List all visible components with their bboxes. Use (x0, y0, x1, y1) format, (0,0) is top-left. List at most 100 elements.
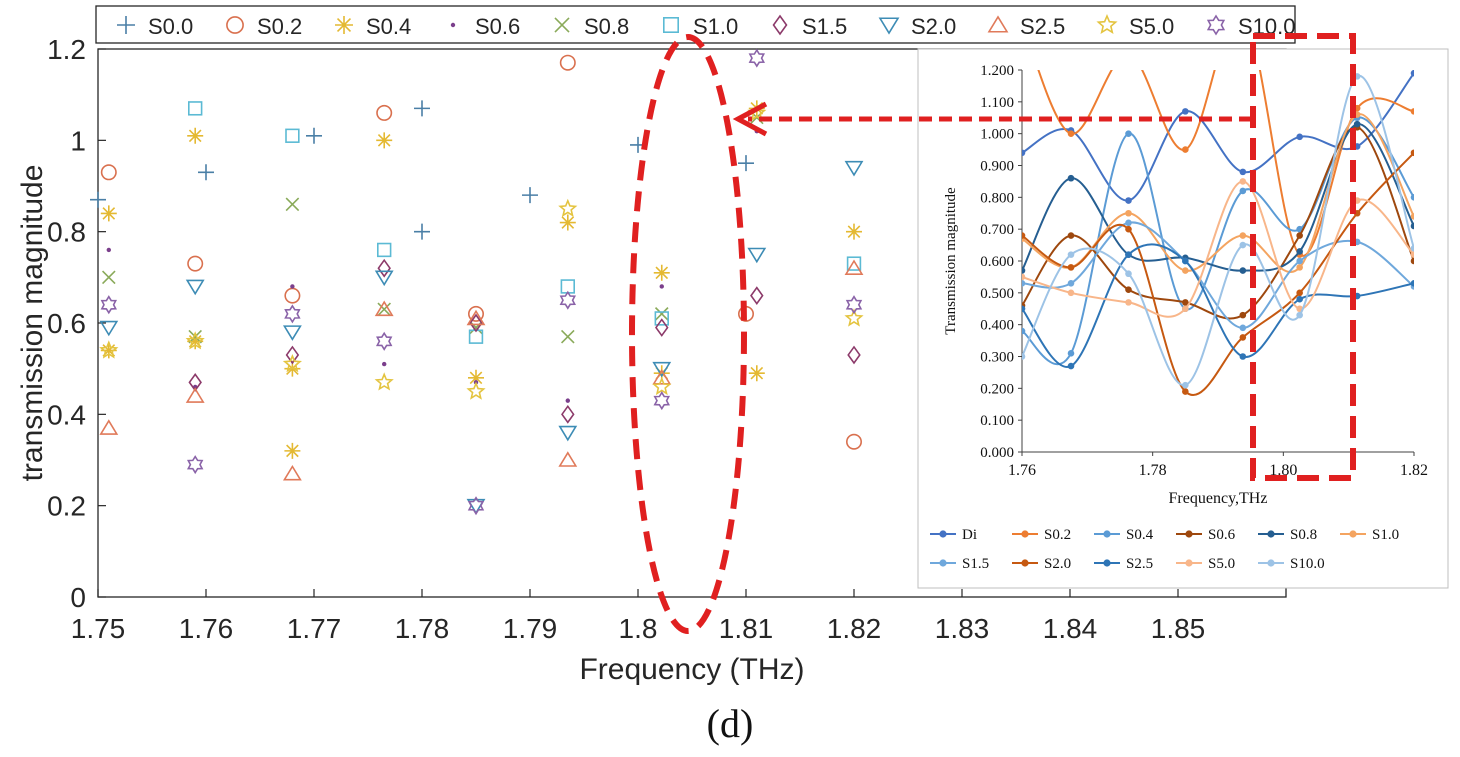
data-point (846, 256, 862, 271)
inset-y-tick-label: 0.500 (980, 286, 1014, 302)
inset-data-point (1182, 381, 1189, 389)
inset-legend-marker (1267, 559, 1275, 567)
data-point (375, 331, 393, 351)
inset-data-point (1022, 305, 1026, 313)
data-point (560, 329, 575, 344)
data-point-shape (653, 391, 671, 411)
data-point (284, 360, 301, 377)
data-point-shape (844, 308, 864, 327)
inset-series-line (1022, 116, 1414, 366)
data-point (290, 284, 295, 289)
inset-data-point (1239, 353, 1247, 360)
inset-data-point (1410, 244, 1414, 252)
x-tick-label: 1.81 (719, 613, 774, 644)
data-point-shape (560, 329, 575, 344)
inset-data-point (1182, 257, 1189, 265)
legend-label: S0.0 (148, 14, 193, 39)
data-point (374, 300, 394, 317)
legend-label: S2.5 (1020, 14, 1065, 39)
legend-marker-shape (117, 16, 135, 34)
x-tick-label: 1.83 (935, 613, 990, 644)
inset-y-tick-label: 0.000 (980, 445, 1014, 461)
data-point (285, 128, 300, 143)
data-point (285, 345, 300, 365)
inset-data-point (1067, 264, 1075, 271)
data-point-shape (748, 48, 766, 68)
y-tick-label: 0.8 (47, 217, 86, 248)
data-point-shape (99, 320, 119, 337)
data-point-shape (285, 128, 300, 143)
inset-y-tick-label: 1.200 (980, 63, 1014, 79)
x-tick-label: 1.78 (395, 613, 450, 644)
data-point (845, 433, 862, 450)
data-point (306, 127, 322, 144)
inset-y-axis-title: Transmission magnitude (943, 187, 959, 335)
x-tick-label: 1.77 (287, 613, 342, 644)
inset-y-tick-label: 0.900 (980, 159, 1014, 175)
arrow-head (732, 101, 768, 137)
inset-data-point (1182, 108, 1189, 115)
data-point (376, 104, 393, 121)
data-point-shape (282, 353, 302, 373)
x-tick-label: 1.76 (179, 613, 234, 644)
legend-marker (335, 16, 353, 34)
data-point (652, 369, 672, 385)
data-point (846, 223, 862, 240)
data-point-shape (187, 333, 204, 350)
legend-marker-shape (226, 16, 244, 34)
data-point-shape (654, 307, 669, 321)
x-tick-label: 1.85 (1151, 613, 1206, 644)
data-point-shape (185, 279, 205, 296)
inset-x-axis-title: Frequency,THz (1169, 490, 1268, 507)
inset-x-tick-label: 1.76 (1008, 462, 1036, 479)
data-point-shape (659, 284, 664, 289)
legend-marker (878, 17, 900, 35)
figure-caption: (d) (706, 701, 754, 746)
data-point-shape (653, 264, 670, 281)
inset-data-point (1125, 219, 1132, 227)
data-point (467, 496, 485, 516)
main-legend: S0.0 S0.2 S0.4 S0.6 S0.8 S1.0 S1.5 S2.0 S2.5 S5.0… (95, 5, 1296, 44)
data-point (558, 198, 578, 218)
data-point (466, 381, 486, 400)
inset-legend-label: S2.0 (1044, 556, 1071, 572)
data-point-shape (414, 100, 430, 117)
data-point (844, 259, 864, 276)
data-point-shape (469, 320, 483, 335)
inset-series-line (1037, 70, 1414, 257)
inset-legend-label: Di (962, 527, 977, 543)
legend-marker (662, 16, 679, 33)
inset-series-line (1022, 152, 1414, 396)
inset-data-point (1182, 299, 1189, 306)
x-tick-label: 1.79 (503, 613, 558, 644)
main-data-points (90, 48, 864, 516)
data-point-shape (750, 286, 764, 305)
data-point-shape (652, 376, 672, 396)
legend-marker-shape (1206, 14, 1226, 36)
inset-legend-marker (1103, 530, 1111, 538)
data-point (100, 164, 117, 181)
inset-legend-marker (1267, 530, 1275, 538)
data-point-shape (185, 387, 205, 403)
data-point-shape (290, 284, 295, 289)
data-point-shape (376, 132, 393, 149)
data-point-shape (106, 247, 112, 253)
data-point (100, 342, 117, 359)
inset-data-point (1125, 286, 1132, 293)
data-point-shape (374, 270, 394, 287)
data-point (284, 304, 301, 324)
inset-y-tick-label: 0.800 (980, 190, 1014, 206)
data-point-shape (469, 313, 483, 333)
inset-chart: 0.000 0.100 0.200 0.300 0.400 0.500 0.600 0.700… (917, 48, 1449, 589)
inset-data-point (1182, 146, 1189, 153)
data-point (561, 404, 575, 424)
data-point (655, 318, 669, 337)
data-point-shape (845, 295, 863, 315)
inset-data-point (1125, 225, 1132, 233)
data-point (382, 361, 387, 367)
inset-data-point (1067, 251, 1075, 258)
inset-data-point (1022, 279, 1026, 287)
inset-data-point (1125, 299, 1132, 306)
data-point-shape (285, 345, 300, 365)
